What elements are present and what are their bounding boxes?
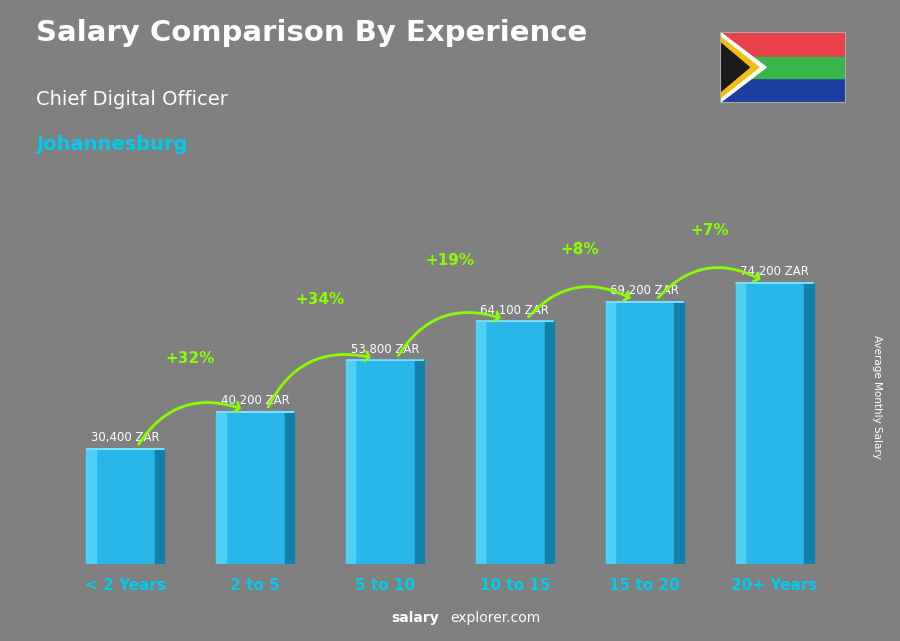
- Bar: [805, 283, 814, 564]
- Text: +34%: +34%: [295, 292, 345, 307]
- Text: +7%: +7%: [690, 222, 729, 238]
- Text: Johannesburg: Johannesburg: [36, 135, 187, 154]
- Bar: [415, 360, 424, 564]
- Bar: [674, 302, 684, 564]
- Text: 40,200 ZAR: 40,200 ZAR: [220, 394, 290, 407]
- Bar: [476, 321, 485, 564]
- Polygon shape: [720, 43, 750, 92]
- Bar: [720, 32, 846, 67]
- Bar: [86, 449, 95, 564]
- Polygon shape: [720, 32, 766, 103]
- Bar: [86, 449, 165, 564]
- Text: +19%: +19%: [426, 253, 474, 268]
- Text: Chief Digital Officer: Chief Digital Officer: [36, 90, 228, 109]
- Bar: [284, 412, 294, 564]
- Text: 69,200 ZAR: 69,200 ZAR: [610, 285, 680, 297]
- Bar: [346, 360, 424, 564]
- Bar: [346, 360, 356, 564]
- Text: Salary Comparison By Experience: Salary Comparison By Experience: [36, 19, 587, 47]
- Bar: [476, 321, 554, 564]
- Bar: [216, 412, 294, 564]
- Bar: [544, 321, 554, 564]
- Bar: [606, 302, 684, 564]
- Bar: [720, 67, 846, 103]
- Text: +8%: +8%: [561, 242, 599, 256]
- Bar: [735, 283, 814, 564]
- Bar: [720, 57, 846, 78]
- Bar: [155, 449, 165, 564]
- Text: 30,400 ZAR: 30,400 ZAR: [91, 431, 159, 444]
- Text: +32%: +32%: [166, 351, 215, 367]
- Bar: [735, 283, 745, 564]
- Text: 74,200 ZAR: 74,200 ZAR: [740, 265, 809, 278]
- Text: 53,800 ZAR: 53,800 ZAR: [351, 343, 419, 356]
- Bar: [216, 412, 226, 564]
- Bar: [606, 302, 616, 564]
- Polygon shape: [720, 37, 759, 98]
- Text: salary: salary: [392, 611, 439, 625]
- Text: 64,100 ZAR: 64,100 ZAR: [481, 304, 549, 317]
- Text: Average Monthly Salary: Average Monthly Salary: [872, 335, 883, 460]
- Text: explorer.com: explorer.com: [450, 611, 540, 625]
